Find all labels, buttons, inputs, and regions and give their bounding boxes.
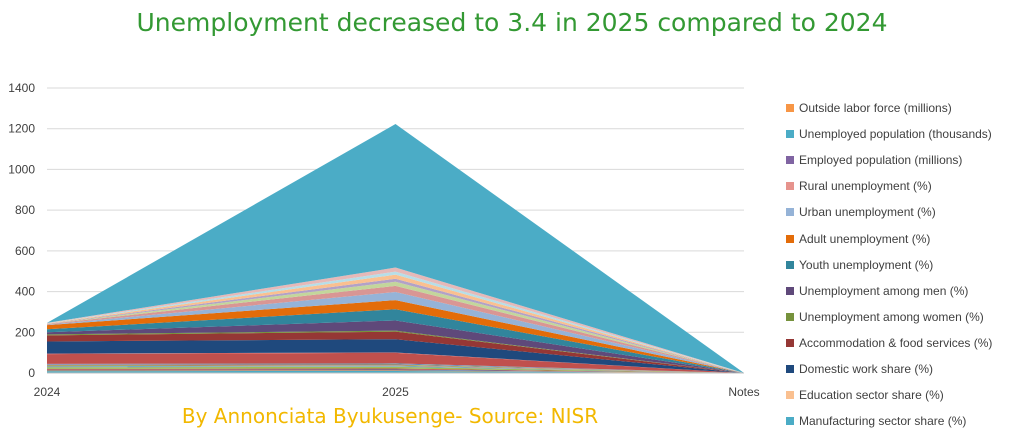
legend-swatch (786, 286, 794, 295)
legend-label: Outside labor force (millions) (799, 101, 952, 116)
legend-swatch (786, 364, 794, 373)
y-tick-label: 1000 (8, 162, 35, 176)
legend-label: Youth unemployment (%) (799, 257, 934, 272)
legend-swatch (786, 234, 794, 243)
legend-item: Rural unemployment (%) (786, 173, 1024, 199)
legend-item: Manufacturing sector share (%) (786, 408, 1024, 434)
y-tick-label: 200 (15, 325, 35, 339)
legend-label: Education sector share (%) (799, 388, 944, 403)
legend-swatch (786, 312, 794, 321)
area-series-25 (47, 278, 744, 373)
area-series-14 (47, 352, 744, 373)
legend-swatch (786, 130, 794, 139)
legend-item: Adult unemployment (%) (786, 225, 1024, 251)
chart-legend: Outside labor force (millions) Unemployed… (786, 95, 1024, 434)
area-series-21 (47, 300, 744, 373)
legend-item: Unemployment among women (%) (786, 304, 1024, 330)
legend-item: Domestic work share (%) (786, 356, 1024, 382)
area-series-22 (47, 291, 744, 373)
area-series-1 (47, 370, 744, 373)
area-series-5 (47, 366, 744, 373)
axes: 0 200 400 600 800 1000 1200 1400 2024 2025 Notes (8, 81, 759, 399)
legend-swatch (786, 338, 794, 347)
legend-item: Youth unemployment (%) (786, 252, 1024, 278)
legend-label: Urban unemployment (%) (799, 205, 936, 220)
legend-item: Unemployed population (thousands) (786, 121, 1024, 147)
area-series-4 (47, 368, 744, 373)
area-series-26 (47, 274, 744, 373)
y-tick-label: 400 (15, 285, 35, 299)
x-tick-label: 2024 (34, 385, 61, 399)
y-tick-label: 800 (15, 203, 35, 217)
area-series-2 (47, 370, 744, 373)
legend-label: Unemployment among men (%) (799, 283, 969, 298)
legend-swatch (786, 182, 794, 191)
area-series-29 (47, 124, 744, 374)
y-tick-label: 600 (15, 244, 35, 258)
x-tick-label: Notes (728, 385, 759, 399)
y-tick-label: 1200 (8, 122, 35, 136)
legend-swatch (786, 104, 794, 113)
area-series-11 (47, 364, 744, 373)
area-series-7 (47, 366, 744, 373)
legend-item: Outside labor force (millions) (786, 95, 1024, 121)
legend-item: Education sector share (%) (786, 382, 1024, 408)
area-series-12 (47, 363, 744, 373)
legend-label: Unemployment among women (%) (799, 309, 984, 324)
chart-title: Unemployment decreased to 3.4 in 2025 co… (136, 8, 888, 37)
y-tick-label: 0 (28, 366, 35, 380)
legend-item: Accommodation & food services (%) (786, 330, 1024, 356)
area-series-24 (47, 281, 744, 373)
legend-item: Employed population (millions) (786, 147, 1024, 173)
area-series-16 (47, 339, 744, 373)
y-tick-label: 1400 (8, 81, 35, 95)
area-series-3 (47, 369, 744, 373)
legend-item: Unemployment among men (%) (786, 278, 1024, 304)
legend-swatch (786, 391, 794, 400)
legend-item: Urban unemployment (%) (786, 199, 1024, 225)
legend-label: Domestic work share (%) (799, 361, 934, 376)
legend-label: Employed population (millions) (799, 153, 963, 168)
legend-swatch (786, 208, 794, 217)
legend-label: Accommodation & food services (%) (799, 335, 993, 350)
legend-label: Manufacturing sector share (%) (799, 414, 967, 429)
legend-swatch (786, 156, 794, 165)
x-tick-label: 2025 (382, 385, 409, 399)
area-series-17 (47, 331, 744, 373)
legend-label: Adult unemployment (%) (799, 231, 931, 246)
chart-subtitle: By Annonciata Byukusenge- Source: NISR (181, 404, 599, 428)
legend-swatch (786, 417, 794, 426)
legend-label: Rural unemployment (%) (799, 179, 932, 194)
legend-swatch (786, 260, 794, 269)
stacked-area-series (47, 124, 744, 374)
area-series-23 (47, 285, 744, 373)
area-series-20 (47, 309, 744, 373)
legend-label: Unemployed population (thousands) (799, 127, 992, 142)
